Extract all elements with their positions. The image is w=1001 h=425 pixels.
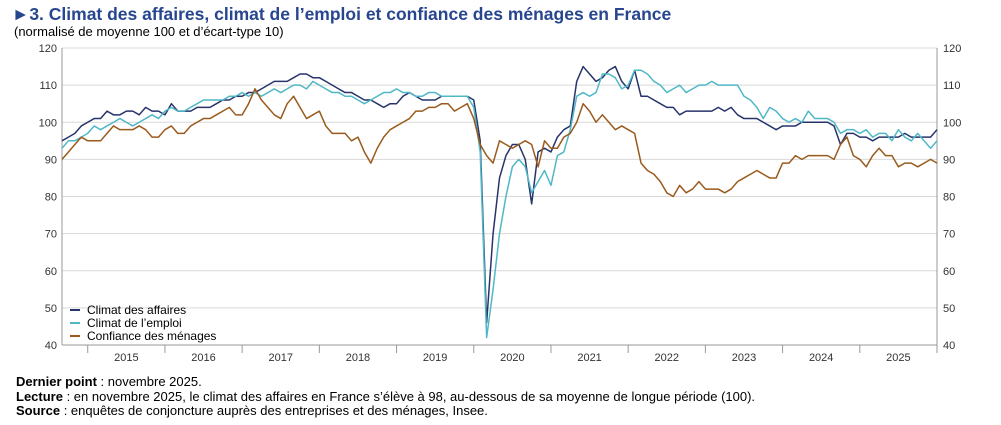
y-tick-label-right: 120 [943,43,961,55]
note-source: Source : enquêtes de conjoncture auprès … [16,403,755,419]
note-source-label: Source [16,403,61,418]
y-tick-label-left: 100 [39,117,57,129]
chart-subtitle: (normalisé de moyenne 100 et d’écart-typ… [14,24,284,39]
y-tick-label-right: 50 [943,303,955,315]
chart-title: ►3. Climat des affaires, climat de l’emp… [12,4,672,24]
series-line-menages [61,88,938,198]
x-tick-label: 2017 [269,352,293,364]
y-tick-label-right: 100 [943,117,961,129]
y-tick-label-right: 110 [943,80,961,92]
legend-label-emploi: Climat de l’emploi [87,316,182,330]
note-source-text: : enquêtes de conjoncture auprès des ent… [60,403,488,418]
y-tick-label-left: 70 [45,229,57,241]
x-tick-label: 2022 [655,352,679,364]
y-tick-label-left: 40 [45,340,57,352]
note-reading: Lecture : en novembre 2025, le climat de… [16,388,756,405]
y-tick-label-left: 90 [45,154,57,166]
y-tick-label-right: 90 [943,154,955,166]
note-last-point-label: Dernier point [16,374,97,389]
y-tick-label-right: 80 [943,192,955,204]
series-line-emploi [61,69,938,339]
note-last-point-text: : novembre 2025. [96,374,202,389]
y-tick-label-right: 70 [943,229,955,241]
x-tick-label: 2015 [114,352,138,364]
y-tick-label-left: 50 [45,303,57,315]
y-tick-label-left: 60 [45,266,57,278]
chart-notes: Dernier point : novembre 2025. Lecture :… [16,374,756,419]
gridlines [62,47,937,346]
line-chart: 40 40 50 50 60 60 70 70 80 80 90 90 100 100 110 110 120 1… [39,43,962,364]
x-tick-label: 2020 [500,352,524,364]
y-tick-label-right: 40 [943,340,955,352]
y-tick-label-left: 80 [45,192,57,204]
x-tick-label: 2016 [191,352,215,364]
legend-label-menages: Confiance des ménages [87,329,216,343]
axes: 40 40 50 50 60 60 70 70 80 80 90 90 100 100 110 110 120 1… [39,43,962,364]
x-tick-label: 2025 [886,352,910,364]
x-tick-label: 2021 [577,352,601,364]
note-reading-label: Lecture [16,388,63,404]
y-tick-label-right: 60 [943,266,955,278]
series-line-affaires [61,65,938,324]
x-tick-label: 2018 [346,352,370,364]
note-last-point: Dernier point : novembre 2025. [16,374,755,390]
legend-label-affaires: Climat des affaires [87,303,186,317]
x-tick-label: 2024 [809,352,833,364]
y-tick-label-left: 120 [39,43,57,55]
note-reading-text: : en novembre 2025, le climat des affair… [62,388,756,404]
series-lines [61,65,938,339]
x-tick-label: 2023 [732,352,756,364]
x-tick-label: 2019 [423,352,447,364]
y-tick-label-left: 110 [39,80,57,92]
